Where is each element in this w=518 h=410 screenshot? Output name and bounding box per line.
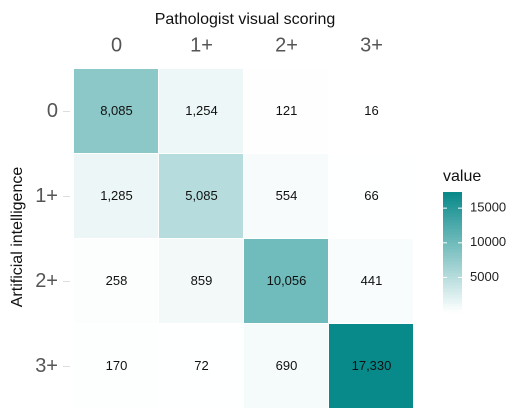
y-tick-label: 3+ xyxy=(35,355,58,377)
heatmap-cell xyxy=(329,324,413,408)
colorbar-segment xyxy=(443,228,462,232)
x-axis-title: Pathologist visual scoring xyxy=(155,11,336,28)
colorbar-segment xyxy=(443,294,462,298)
colorbar-segment xyxy=(443,231,462,235)
cell-label: 1,285 xyxy=(100,188,133,203)
colorbar-segment xyxy=(443,201,462,205)
heatmap-cell xyxy=(159,154,243,238)
heatmap-cell xyxy=(74,69,158,153)
heatmap-cell xyxy=(329,69,413,153)
cell-label: 66 xyxy=(364,188,378,203)
colorbar-segment xyxy=(443,276,462,280)
colorbar-segment xyxy=(443,288,462,292)
colorbar-label: 15000 xyxy=(470,200,506,215)
heatmap-cell xyxy=(159,239,243,323)
cell-label: 121 xyxy=(276,103,298,118)
x-tick-label: 2+ xyxy=(275,34,298,56)
colorbar-segment xyxy=(443,222,462,226)
colorbar-segment xyxy=(443,267,462,271)
legend-title: value xyxy=(443,168,481,185)
colorbar-segment xyxy=(443,207,462,211)
colorbar-segment xyxy=(443,216,462,220)
colorbar-segment xyxy=(443,261,462,265)
cell-label: 258 xyxy=(106,273,128,288)
x-tick-label: 0 xyxy=(111,34,122,56)
x-tick-label: 1+ xyxy=(190,34,213,56)
colorbar-segment xyxy=(443,246,462,250)
y-tick-label: 2+ xyxy=(35,270,58,292)
colorbar-segment xyxy=(443,234,462,238)
cell-label: 1,254 xyxy=(185,103,218,118)
colorbar-segment xyxy=(443,237,462,241)
colorbar-segment xyxy=(443,291,462,295)
colorbar-segment xyxy=(443,243,462,247)
colorbar-segment xyxy=(443,219,462,223)
heatmap-cell xyxy=(244,239,328,323)
cell-label: 10,056 xyxy=(267,273,307,288)
cell-label: 554 xyxy=(276,188,298,203)
colorbar-segment xyxy=(443,282,462,286)
y-tick-label: 1+ xyxy=(35,185,58,207)
colorbar-segment xyxy=(443,270,462,274)
colorbar-segment xyxy=(443,249,462,253)
colorbar-segment xyxy=(443,240,462,244)
colorbar-segment xyxy=(443,198,462,202)
cell-label: 72 xyxy=(194,358,208,373)
heatmap-cell xyxy=(329,154,413,238)
colorbar-segment xyxy=(443,225,462,229)
colorbar-segment xyxy=(443,258,462,262)
colorbar-segment xyxy=(443,279,462,283)
cell-label: 859 xyxy=(191,273,213,288)
cell-label: 690 xyxy=(276,358,298,373)
colorbar-segment xyxy=(443,192,462,196)
heatmap-cell xyxy=(74,154,158,238)
heatmap-cell xyxy=(159,69,243,153)
colorbar-segment xyxy=(443,297,462,301)
colorbar-segment xyxy=(443,255,462,259)
heatmap-cell xyxy=(159,324,243,408)
heatmap-cell xyxy=(74,324,158,408)
cell-label: 170 xyxy=(106,358,128,373)
cell-label: 17,330 xyxy=(352,358,392,373)
cell-label: 16 xyxy=(364,103,378,118)
colorbar-segment xyxy=(443,210,462,214)
colorbar-segment xyxy=(443,273,462,277)
colorbar-segment xyxy=(443,213,462,217)
colorbar-segment xyxy=(443,309,462,313)
colorbar-label: 5000 xyxy=(470,269,499,284)
colorbar-segment xyxy=(443,285,462,289)
y-axis-title: Artificial intelligence xyxy=(9,167,26,308)
y-tick-label: 0 xyxy=(47,100,58,122)
colorbar-segment xyxy=(443,204,462,208)
cell-label: 441 xyxy=(361,273,383,288)
heatmap-cell xyxy=(74,239,158,323)
cell-label: 8,085 xyxy=(100,103,133,118)
colorbar-segment xyxy=(443,306,462,310)
x-tick-label: 3+ xyxy=(360,34,383,56)
heatmap-cell xyxy=(244,324,328,408)
colorbar-segment xyxy=(443,300,462,304)
colorbar-segment xyxy=(443,195,462,199)
heatmap-cell xyxy=(244,69,328,153)
heatmap-cell xyxy=(244,154,328,238)
colorbar-segment xyxy=(443,252,462,256)
colorbar-segment xyxy=(443,264,462,268)
colorbar-segment xyxy=(443,303,462,307)
colorbar-label: 10000 xyxy=(470,234,506,249)
heatmap-cell xyxy=(329,239,413,323)
cell-label: 5,085 xyxy=(185,188,218,203)
